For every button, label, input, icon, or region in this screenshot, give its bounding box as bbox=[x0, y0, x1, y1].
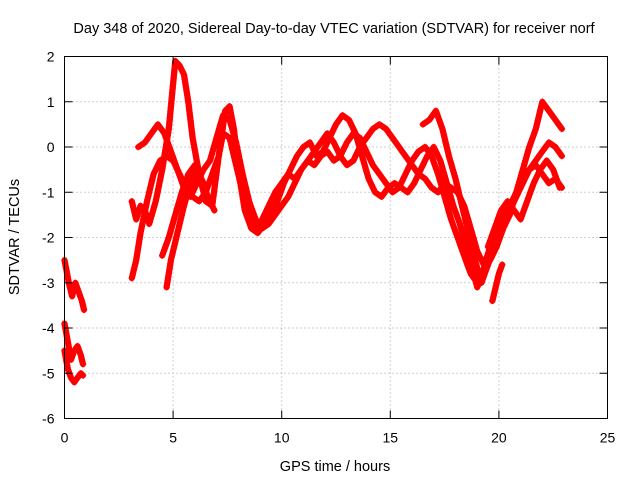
x-tick-label: 15 bbox=[383, 430, 399, 446]
y-tick-label: -6 bbox=[42, 411, 55, 427]
data-series-s10 bbox=[489, 261, 506, 305]
series-markers bbox=[484, 157, 563, 250]
chart-title: Day 348 of 2020, Sidereal Day-to-day VTE… bbox=[73, 21, 595, 37]
y-tick-label: -1 bbox=[42, 184, 55, 200]
data-series-s11 bbox=[484, 157, 563, 250]
y-tick-label: 2 bbox=[47, 49, 55, 65]
y-tick-label: -4 bbox=[42, 320, 55, 336]
series-markers bbox=[489, 261, 506, 305]
x-axis-label: GPS time / hours bbox=[280, 459, 390, 475]
y-tick-label: -3 bbox=[42, 275, 55, 291]
tick-layer: 0 5 10 15 20 25 -6 -5 -4 -3 -2 -1 0 1 2 bbox=[42, 49, 615, 446]
data-series-s3 bbox=[61, 347, 87, 386]
y-tick-label: 1 bbox=[47, 94, 55, 110]
y-axis-label: SDTVAR / TECUs bbox=[7, 179, 23, 295]
x-tick-label: 0 bbox=[61, 430, 69, 446]
x-tick-label: 25 bbox=[600, 430, 616, 446]
series-markers bbox=[163, 166, 207, 291]
y-tick-label: 0 bbox=[47, 139, 55, 155]
series-markers bbox=[419, 107, 498, 286]
x-tick-label: 5 bbox=[169, 430, 177, 446]
data-series-s8 bbox=[163, 166, 207, 291]
data-series-s9 bbox=[419, 107, 498, 286]
y-tick-label: -5 bbox=[42, 365, 55, 381]
y-tick-label: -2 bbox=[42, 230, 55, 246]
x-tick-label: 10 bbox=[274, 430, 290, 446]
x-tick-label: 20 bbox=[491, 430, 507, 446]
